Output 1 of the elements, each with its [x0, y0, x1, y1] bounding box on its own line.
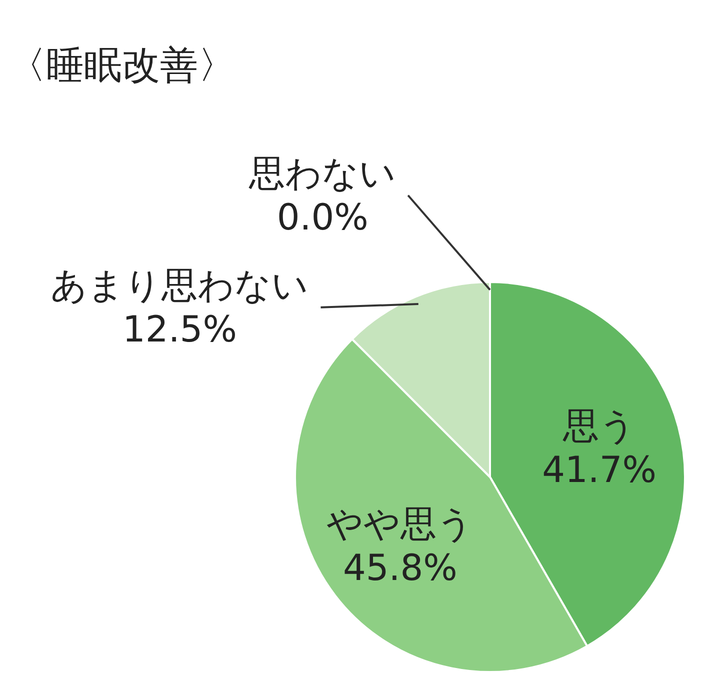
title: 〈睡眠改善〉 — [8, 43, 236, 87]
